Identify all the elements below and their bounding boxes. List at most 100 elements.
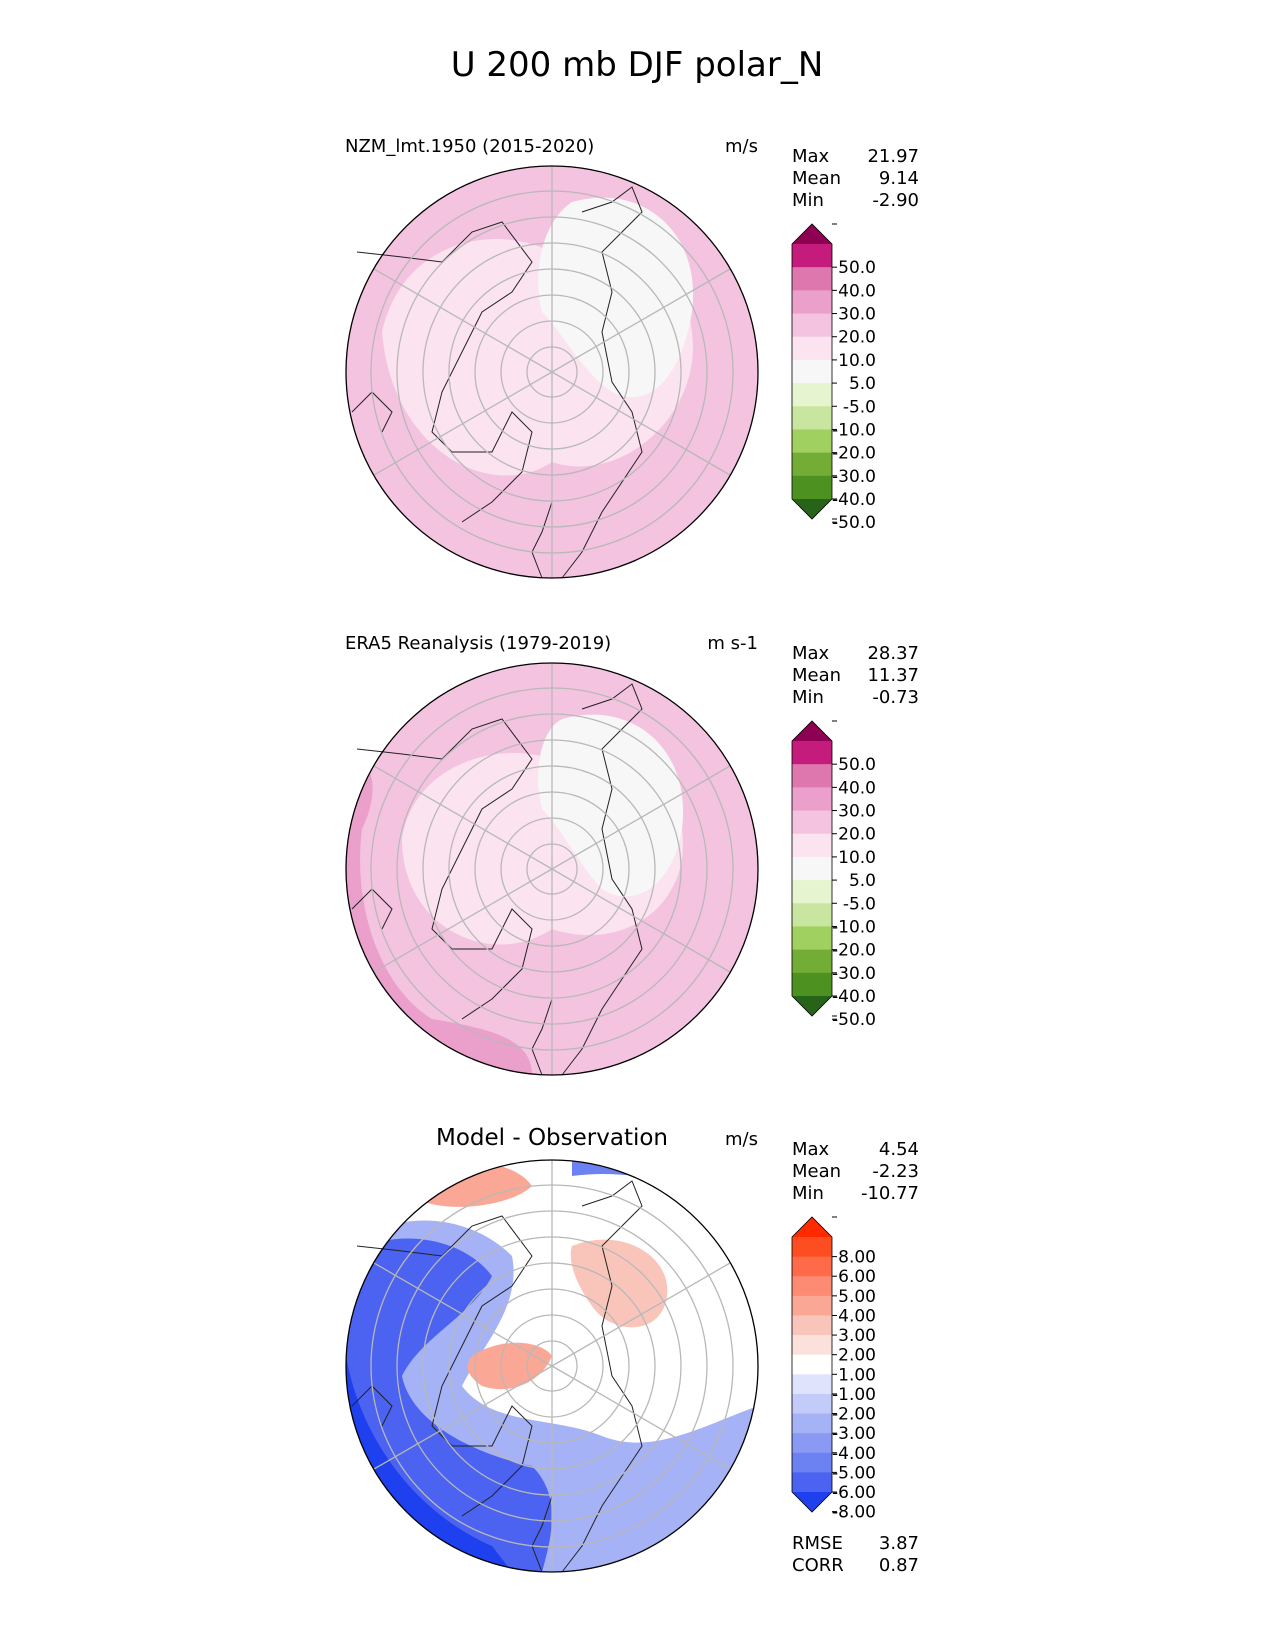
colorbar-tick-label: -5.00: [832, 1463, 876, 1483]
stat-label: Max: [792, 643, 830, 664]
field-region-near-zero: [538, 714, 684, 897]
panel-title: Model - Observation: [436, 1125, 668, 1151]
stat-value: 4.54: [879, 1139, 919, 1160]
stat-label: Mean: [792, 1161, 841, 1182]
colorbar-segment: [792, 429, 832, 454]
colorbar-segment: [792, 903, 832, 927]
metric-label: RMSE: [792, 1533, 843, 1554]
panel-units: m s-1: [707, 633, 758, 654]
colorbar-segment: [792, 880, 832, 904]
field-region-high: [346, 763, 532, 1075]
colorbar-tick-label: -2.00: [832, 1405, 876, 1425]
metric-label: CORR: [792, 1555, 844, 1576]
colorbar-tick-label: -50.0: [832, 513, 876, 533]
colorbar: 50.0 40.0 30.0 20.0 10.0 5.0 -5.0 -10.0 -20.0 -30…: [791, 720, 876, 1030]
colorbar-tick-label: 1.00: [838, 1365, 876, 1385]
stat-value: -2.90: [872, 190, 919, 211]
colorbar-segment: [792, 452, 832, 477]
colorbar-tick-label: -6.00: [832, 1483, 876, 1503]
panel-difference: Model - Observation m/s: [345, 1125, 919, 1576]
colorbar-segment: [792, 764, 832, 788]
colorbar-segment: [792, 383, 832, 407]
colorbar-extend-min: [792, 996, 832, 1016]
stat-label: Max: [792, 1139, 830, 1160]
map-graticule: [370, 663, 734, 1075]
colorbar-segment: [792, 406, 832, 430]
colorbar-segment: [792, 475, 832, 500]
colorbar-tick-label: -5.0: [843, 894, 876, 914]
colorbar-extend-max: [792, 224, 832, 244]
metric-value: 0.87: [879, 1555, 919, 1576]
colorbar-segment: [792, 1393, 832, 1415]
colorbar-tick-label: 4.00: [838, 1306, 876, 1326]
field-region-near-zero: [538, 197, 694, 398]
panel-units: m/s: [725, 1129, 758, 1150]
map-boundary: [345, 662, 759, 1076]
colorbar-tick-label: 50.0: [838, 755, 876, 775]
stat-value: 9.14: [879, 168, 919, 189]
colorbar-tick-label: 50.0: [838, 258, 876, 278]
colorbar-segment: [792, 972, 832, 997]
colorbar-tick-label: 8.00: [838, 1248, 876, 1268]
stat-value: -0.73: [872, 687, 919, 708]
colorbar-segment: [792, 313, 832, 338]
panel-observation: ERA5 Reanalysis (1979-2019) m s-1: [345, 633, 919, 1076]
colorbar-tick-label: 10.0: [838, 351, 876, 371]
colorbar-segment: [792, 1256, 832, 1277]
figure-title: U 200 mb DJF polar_N: [451, 45, 824, 85]
stat-label: Mean: [792, 665, 841, 686]
colorbar-segment: [792, 1472, 832, 1493]
colorbar-tick-label: -10.0: [832, 420, 876, 440]
panel-title: ERA5 Reanalysis (1979-2019): [345, 633, 611, 654]
colorbar-extend-max: [792, 721, 832, 741]
colorbar-tick-label: 20.0: [838, 825, 876, 845]
colorbar-tick-label: 3.00: [838, 1326, 876, 1346]
stat-value: -2.23: [872, 1161, 919, 1182]
colorbar-tick-label: 2.00: [838, 1346, 876, 1366]
map-coastlines: [351, 186, 643, 579]
colorbar-tick-label: 6.00: [838, 1267, 876, 1287]
colorbar-segment: [792, 1452, 832, 1473]
colorbar-segment: [792, 1237, 832, 1258]
field-region-positive: [570, 1239, 668, 1328]
panel-units: m/s: [725, 136, 758, 157]
map-coastlines: [351, 683, 643, 1076]
colorbar: 8.006.005.004.003.002.001.00-1.00-2.00-3…: [791, 1216, 876, 1523]
colorbar-tick-label: -1.00: [832, 1385, 876, 1405]
panel-model: NZM_lmt.1950 (2015-2020) m/s: [345, 136, 919, 579]
field-region-negative-arc: [572, 1160, 758, 1236]
stat-label: Mean: [792, 168, 841, 189]
colorbar-segment: [792, 949, 832, 974]
colorbar-segment: [792, 1413, 832, 1434]
panel-title: NZM_lmt.1950 (2015-2020): [345, 136, 594, 157]
colorbar-segment: [792, 926, 832, 951]
colorbar-segment: [792, 856, 832, 881]
map-coastlines: [351, 1180, 643, 1573]
colorbar-tick-label: 5.00: [838, 1287, 876, 1307]
colorbar-segment: [792, 1335, 832, 1356]
colorbar-tick-label: -30.0: [832, 467, 876, 487]
stat-label: Max: [792, 146, 830, 167]
colorbar-tick-label: 5.0: [849, 871, 876, 891]
colorbar-tick-label: -50.0: [832, 1010, 876, 1030]
colorbar-segment: [792, 741, 832, 765]
colorbar-tick-label: -40.0: [832, 490, 876, 510]
colorbar-segment: [792, 833, 832, 858]
stat-value: 28.37: [867, 643, 919, 664]
colorbar-tick-label: -20.0: [832, 444, 876, 464]
stat-value: -10.77: [861, 1183, 919, 1204]
stat-value: 11.37: [867, 665, 919, 686]
colorbar-segment: [792, 1315, 832, 1336]
colorbar: 50.0 40.0 30.0 20.0 10.0 5.0 -5.0 -10.0 -20.0 -30…: [791, 223, 876, 533]
colorbar-tick-label: -40.0: [832, 987, 876, 1007]
colorbar-segment: [792, 267, 832, 291]
colorbar-segment: [792, 1295, 832, 1316]
stat-value: 21.97: [867, 146, 919, 167]
colorbar-segment: [792, 810, 832, 835]
colorbar-tick-label: -8.00: [832, 1503, 876, 1523]
stat-label: Min: [792, 687, 824, 708]
colorbar-segment: [792, 1354, 832, 1375]
colorbar-tick-label: -10.0: [832, 917, 876, 937]
colorbar-extend-min: [792, 1492, 832, 1512]
